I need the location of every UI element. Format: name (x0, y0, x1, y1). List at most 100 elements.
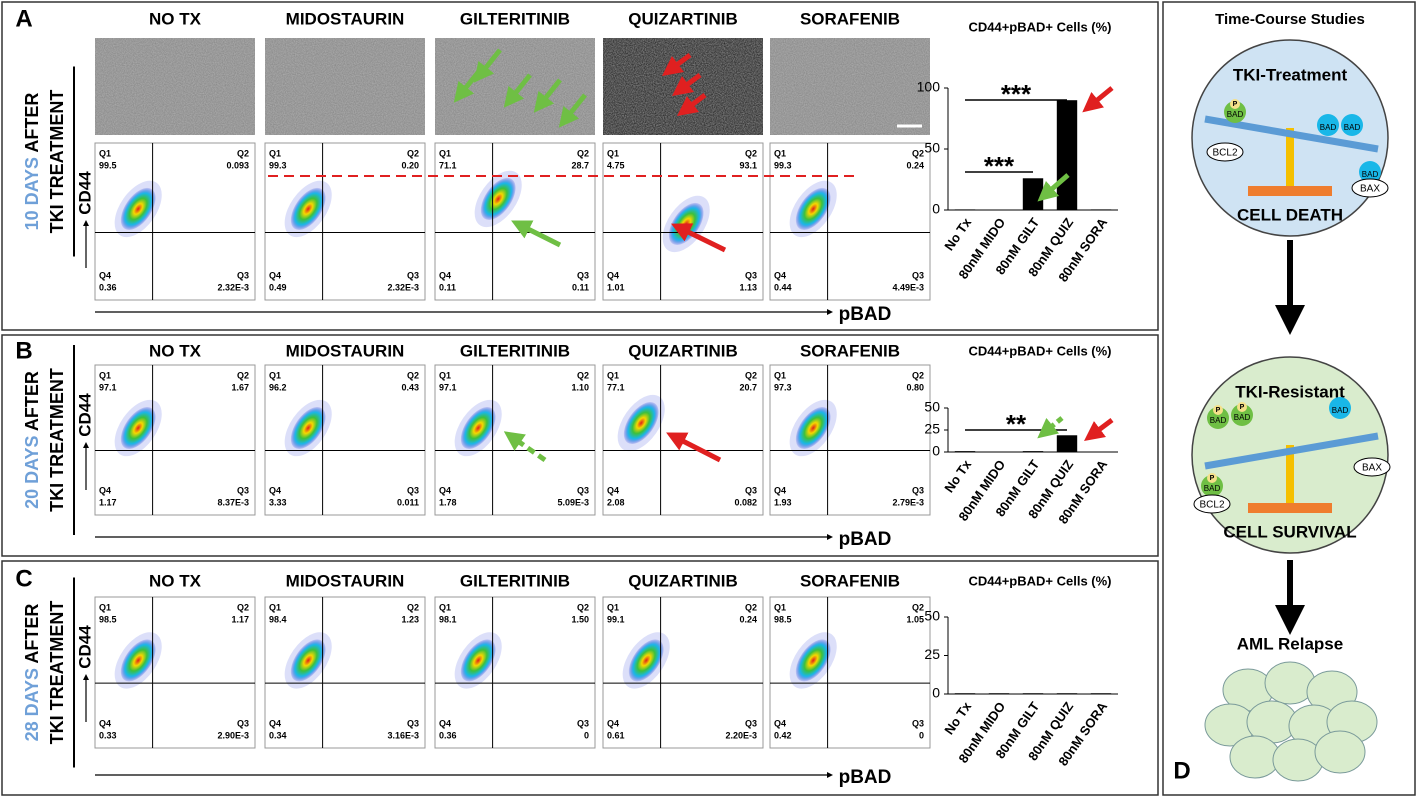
bar (954, 693, 976, 694)
quadrant-name: Q3 (745, 718, 757, 728)
density-blob (290, 639, 326, 682)
quadrant-name: Q3 (912, 485, 924, 495)
quadrant-value: 1.01 (607, 282, 625, 292)
base (1248, 503, 1332, 513)
phospho (1237, 402, 1247, 412)
quadrant-value: 0.20 (401, 160, 419, 170)
arrow (672, 73, 702, 96)
density-blob (120, 406, 156, 450)
quadrant-value: 0.11 (572, 282, 589, 292)
y-axis-label: CD44 (75, 625, 94, 669)
quadrant-value: 1.50 (571, 614, 589, 624)
outcome: CELL DEATH (1237, 205, 1343, 224)
arrow (533, 78, 562, 113)
quadrant-value: 71.1 (439, 160, 457, 170)
quadrant-value: 97.1 (439, 382, 457, 392)
phospho-label: P (1210, 475, 1215, 482)
density-blob (795, 406, 831, 450)
density-blob (795, 187, 831, 230)
quadrant-name: Q4 (99, 718, 111, 728)
outcome: CELL SURVIVAL (1223, 522, 1356, 541)
molecule-label: BAD (1227, 110, 1244, 119)
drug-name: NO TX (149, 341, 202, 360)
quadrant-name: Q2 (237, 370, 249, 380)
bar (954, 451, 976, 452)
quadrant-value: 1.05 (906, 614, 924, 624)
x-axis-label: pBAD (839, 529, 892, 550)
quadrant-value: 96.2 (269, 382, 287, 392)
molecule-label: BAD (1332, 406, 1349, 415)
quadrant-name: Q2 (912, 148, 924, 158)
panel-letter: D (1173, 757, 1190, 784)
panel-d-border (1162, 1, 1416, 796)
panel-letter: B (15, 337, 32, 364)
density-blob (120, 187, 156, 230)
panel-b-border (1, 334, 1159, 557)
drug-name: QUIZARTINIB (628, 571, 738, 590)
quadrant-name: Q2 (237, 148, 249, 158)
drug-name: MIDOSTAURIN (286, 9, 405, 28)
bar (1022, 693, 1044, 694)
drug-name: NO TX (149, 9, 202, 28)
quadrant-value: 2.20E-3 (725, 730, 757, 740)
y-tick-label: 25 (924, 646, 940, 662)
arrow (558, 93, 587, 128)
quadrant-value: 77.1 (607, 382, 625, 392)
quadrant-value: 8.37E-3 (217, 497, 249, 507)
quadrant-value: 1.17 (99, 497, 117, 507)
quadrant-name: Q4 (269, 485, 281, 495)
quadrant-value: 4.75 (607, 160, 625, 170)
quadrant-name: Q1 (439, 148, 451, 158)
quadrant-value: 0.24 (906, 160, 924, 170)
quadrant-value: 0.42 (774, 730, 792, 740)
quadrant-name: Q4 (439, 270, 451, 280)
quadrant-value: 0.011 (397, 497, 419, 507)
quadrant-name: Q3 (912, 718, 924, 728)
arrow (1082, 86, 1114, 113)
molecule (1207, 407, 1229, 429)
quadrant-value: 3.16E-3 (387, 730, 419, 740)
drug-name: GILTERITINIB (460, 341, 570, 360)
quadrant-value: 0 (584, 730, 589, 740)
chart-title: CD44+pBAD+ Cells (%) (968, 573, 1111, 588)
arrow (511, 220, 562, 248)
quadrant-name: Q4 (774, 485, 786, 495)
quadrant-value: 98.5 (774, 614, 792, 624)
arrow (1037, 173, 1070, 202)
quadrant-name: Q4 (607, 270, 619, 280)
molecule (1231, 404, 1253, 426)
diagram-title: Time-Course Studies (1215, 11, 1365, 28)
quadrant-name: Q4 (269, 718, 281, 728)
quadrant-name: Q2 (912, 602, 924, 612)
significance-label: *** (1001, 79, 1032, 109)
quadrant-name: Q2 (237, 602, 249, 612)
density-blob (623, 401, 659, 445)
pan-label: BCL2 (1199, 500, 1224, 511)
quadrant-name: Q1 (99, 602, 111, 612)
quadrant-value: 98.5 (99, 614, 117, 624)
bar (1022, 178, 1044, 210)
y-tick-label: 0 (932, 201, 940, 217)
quadrant-value: 99.3 (269, 160, 287, 170)
density-blob (290, 406, 326, 450)
density-blob (480, 177, 516, 220)
drug-name: MIDOSTAURIN (286, 341, 405, 360)
quadrant-name: Q2 (407, 148, 419, 158)
beam (1204, 115, 1379, 153)
quadrant-value: 97.3 (774, 382, 792, 392)
drug-name: GILTERITINIB (460, 9, 570, 28)
bar (1056, 435, 1078, 452)
drug-name: NO TX (149, 571, 202, 590)
quadrant-name: Q4 (439, 718, 451, 728)
quadrant-value: 3.33 (269, 497, 287, 507)
quadrant-name: Q3 (577, 270, 589, 280)
pan (1206, 142, 1244, 162)
quadrant-name: Q1 (99, 370, 111, 380)
quadrant-name: Q3 (407, 485, 419, 495)
quadrant-value: 1.17 (231, 614, 249, 624)
molecule (1317, 114, 1339, 136)
bar (1090, 209, 1112, 210)
molecule (1201, 475, 1223, 497)
arrow (677, 93, 707, 116)
pan (1193, 494, 1231, 514)
